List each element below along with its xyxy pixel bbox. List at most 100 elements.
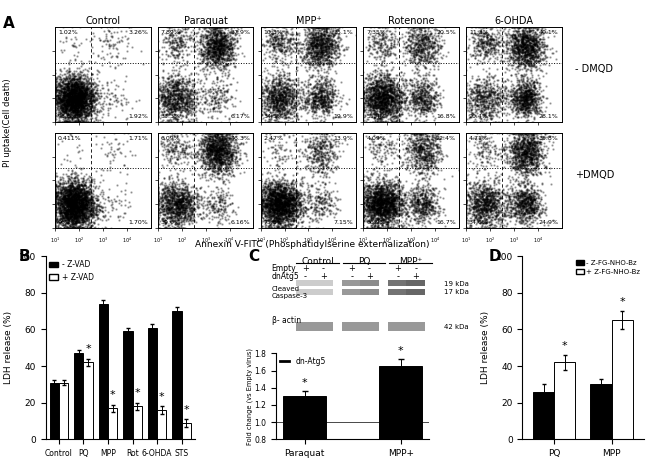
Point [163,98,174,105]
Point [530,46,541,54]
Point [255,118,266,125]
Point [76,185,86,193]
Point [265,103,275,110]
Point [84,180,95,188]
Point [528,91,539,99]
Point [169,34,179,41]
Point [365,170,376,178]
Point [278,84,288,91]
Point [264,207,274,214]
Point [419,203,429,211]
Point [413,192,424,199]
Point [514,157,525,165]
Point [66,204,77,212]
Point [288,208,298,215]
Point [169,193,179,201]
Point [233,203,244,211]
Point [57,48,68,55]
Point [422,35,433,43]
Point [205,149,215,156]
Point [320,23,331,31]
Point [523,86,533,94]
Point [419,169,430,176]
Point [535,55,545,63]
Point [469,117,479,125]
Point [408,91,418,98]
Point [231,118,241,126]
Point [374,193,385,201]
Point [372,81,382,89]
Point [504,159,515,166]
Point [418,154,428,161]
Point [167,91,177,99]
Point [519,203,530,210]
Point [266,95,277,103]
Point [374,93,384,101]
Point [378,174,388,181]
Point [222,71,233,79]
Point [50,117,60,124]
Point [543,159,554,167]
Point [62,216,72,223]
Point [79,106,90,113]
Point [378,33,388,41]
Point [55,208,65,216]
Point [290,200,300,207]
Point [75,95,85,102]
Point [205,155,216,162]
Point [211,55,222,63]
Point [84,200,95,207]
Point [469,203,479,210]
Point [532,147,542,154]
Point [521,160,531,167]
Point [153,203,163,211]
Point [60,196,70,204]
Point [410,95,421,103]
Point [213,46,223,53]
Point [97,141,107,148]
Point [276,101,286,109]
Point [166,101,177,109]
Point [420,196,430,204]
Point [222,149,232,157]
Point [291,55,301,63]
Point [67,87,77,95]
Point [181,82,191,90]
Point [517,102,528,110]
Point [285,60,296,67]
Point [164,33,174,41]
Point [268,89,278,97]
Point [512,86,522,93]
Point [415,214,426,221]
Point [482,201,493,208]
Point [69,197,79,205]
Point [55,98,65,105]
Point [424,37,434,45]
Point [199,142,209,150]
Point [484,189,495,196]
Point [489,201,500,209]
Point [63,118,73,125]
Point [430,129,440,136]
Point [411,129,421,136]
Point [313,56,323,64]
Point [84,89,95,97]
Point [171,194,181,202]
Point [62,214,73,221]
Point [286,44,296,52]
Point [525,201,535,208]
Point [387,89,397,97]
Point [269,187,280,195]
Point [218,140,228,147]
Point [74,83,85,91]
Point [266,112,276,119]
Point [281,215,292,222]
Point [365,69,376,77]
Point [318,44,328,52]
Point [320,42,330,50]
Point [66,83,77,90]
Point [514,27,524,34]
Point [529,35,539,43]
Point [381,117,391,124]
Point [168,86,179,94]
